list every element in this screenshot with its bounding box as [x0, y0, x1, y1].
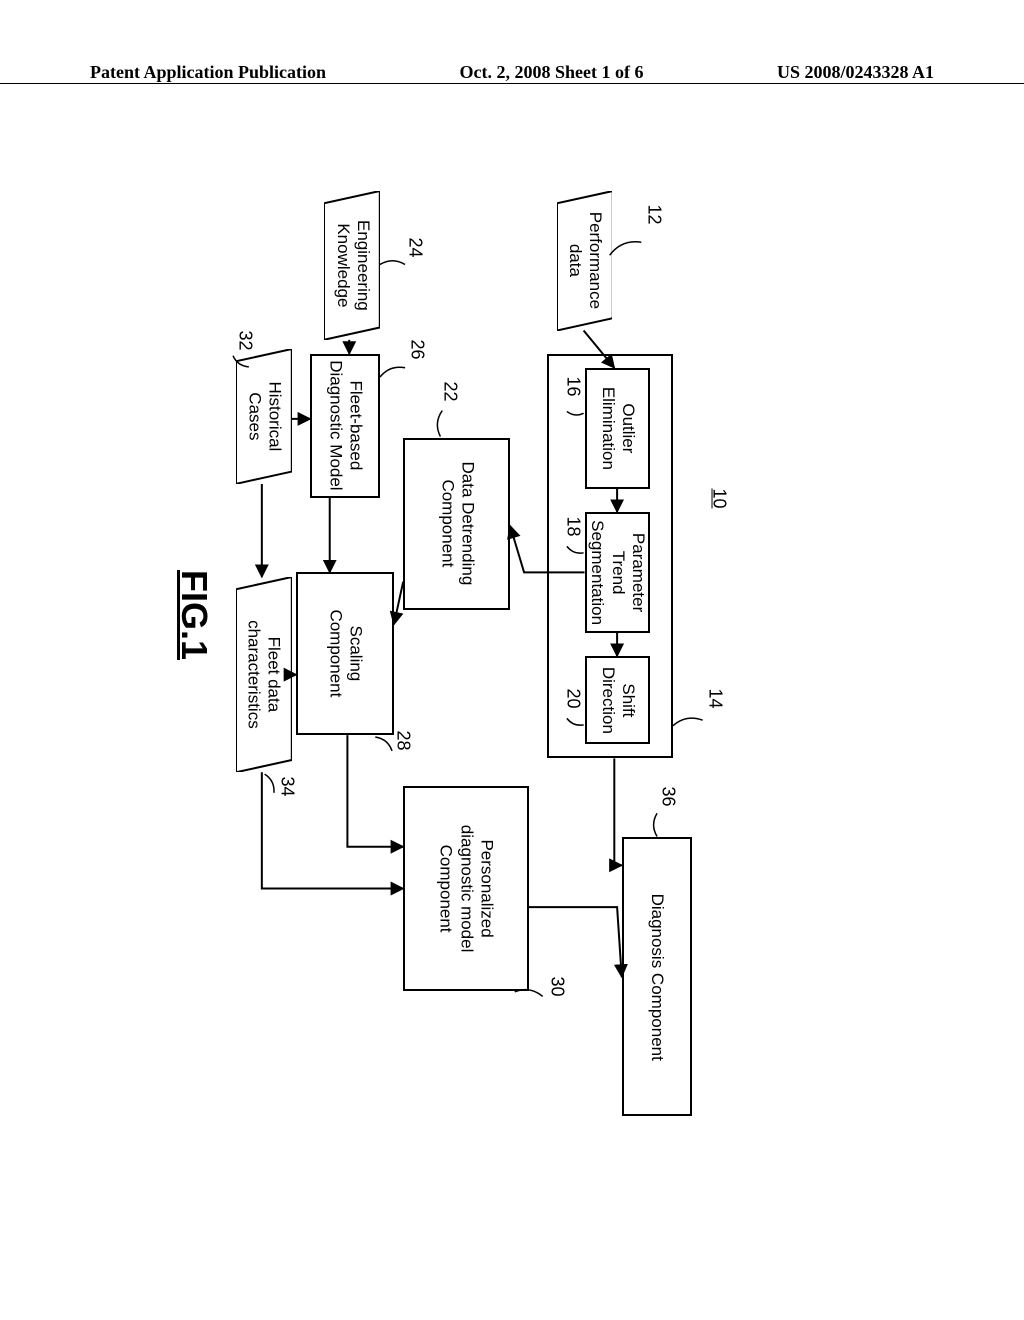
- node-label: Shift Direction: [597, 667, 638, 734]
- node-outlier: Outlier Elimination: [585, 368, 650, 489]
- node-shift_dir: Shift Direction: [585, 656, 650, 744]
- ref-22: 22: [439, 381, 460, 401]
- ref-28: 28: [393, 730, 414, 750]
- ref-26: 26: [407, 340, 428, 360]
- ref-34: 34: [276, 777, 297, 797]
- ref-32: 32: [235, 330, 256, 350]
- figure-label: FIG.1: [173, 570, 215, 660]
- node-label: Engineering Knowledge: [332, 220, 373, 311]
- ref-24: 24: [405, 237, 426, 257]
- ref-10: 10: [709, 488, 730, 508]
- node-label: Personalized diagnostic model Component: [435, 825, 496, 953]
- node-fleet_model: Fleet-based Diagnostic Model: [310, 354, 380, 498]
- node-segmentation: Parameter Trend Segmentation: [585, 512, 650, 633]
- node-label: Parameter Trend Segmentation: [587, 520, 648, 625]
- node-eng_know: Engineering Knowledge: [324, 191, 380, 340]
- node-detrend: Data Detrending Component: [403, 438, 510, 610]
- node-label: Data Detrending Component: [436, 462, 477, 586]
- node-diag_comp: Diagnosis Component: [622, 837, 692, 1116]
- ref-16: 16: [563, 377, 584, 397]
- node-perf_data: Performance data: [557, 191, 613, 331]
- ref-30: 30: [546, 977, 567, 997]
- ref-14: 14: [704, 688, 725, 708]
- node-label: Fleet-based Diagnostic Model: [325, 361, 366, 491]
- node-pers_model: Personalized diagnostic model Component: [403, 786, 529, 991]
- node-fleet_chars: Fleet data characteristics: [236, 577, 292, 772]
- figure-diagram: Performance data 12 Engineering Knowledge 2…: [0, 0, 1024, 1320]
- ref-12: 12: [644, 205, 665, 225]
- ref-18: 18: [563, 516, 584, 536]
- node-label: Outlier Elimination: [597, 387, 638, 470]
- ref-20: 20: [563, 688, 584, 708]
- node-label: Fleet data characteristics: [243, 620, 284, 729]
- node-hist_cases: Historical Cases: [236, 349, 292, 484]
- connectors-layer: [0, 0, 1024, 1320]
- node-label: Diagnosis Component: [646, 893, 666, 1060]
- node-scaling: Scaling Component: [296, 572, 394, 735]
- node-label: Scaling Component: [325, 610, 366, 698]
- node-label: Performance data: [564, 212, 605, 309]
- node-label: Historical Cases: [243, 382, 284, 452]
- ref-36: 36: [658, 786, 679, 806]
